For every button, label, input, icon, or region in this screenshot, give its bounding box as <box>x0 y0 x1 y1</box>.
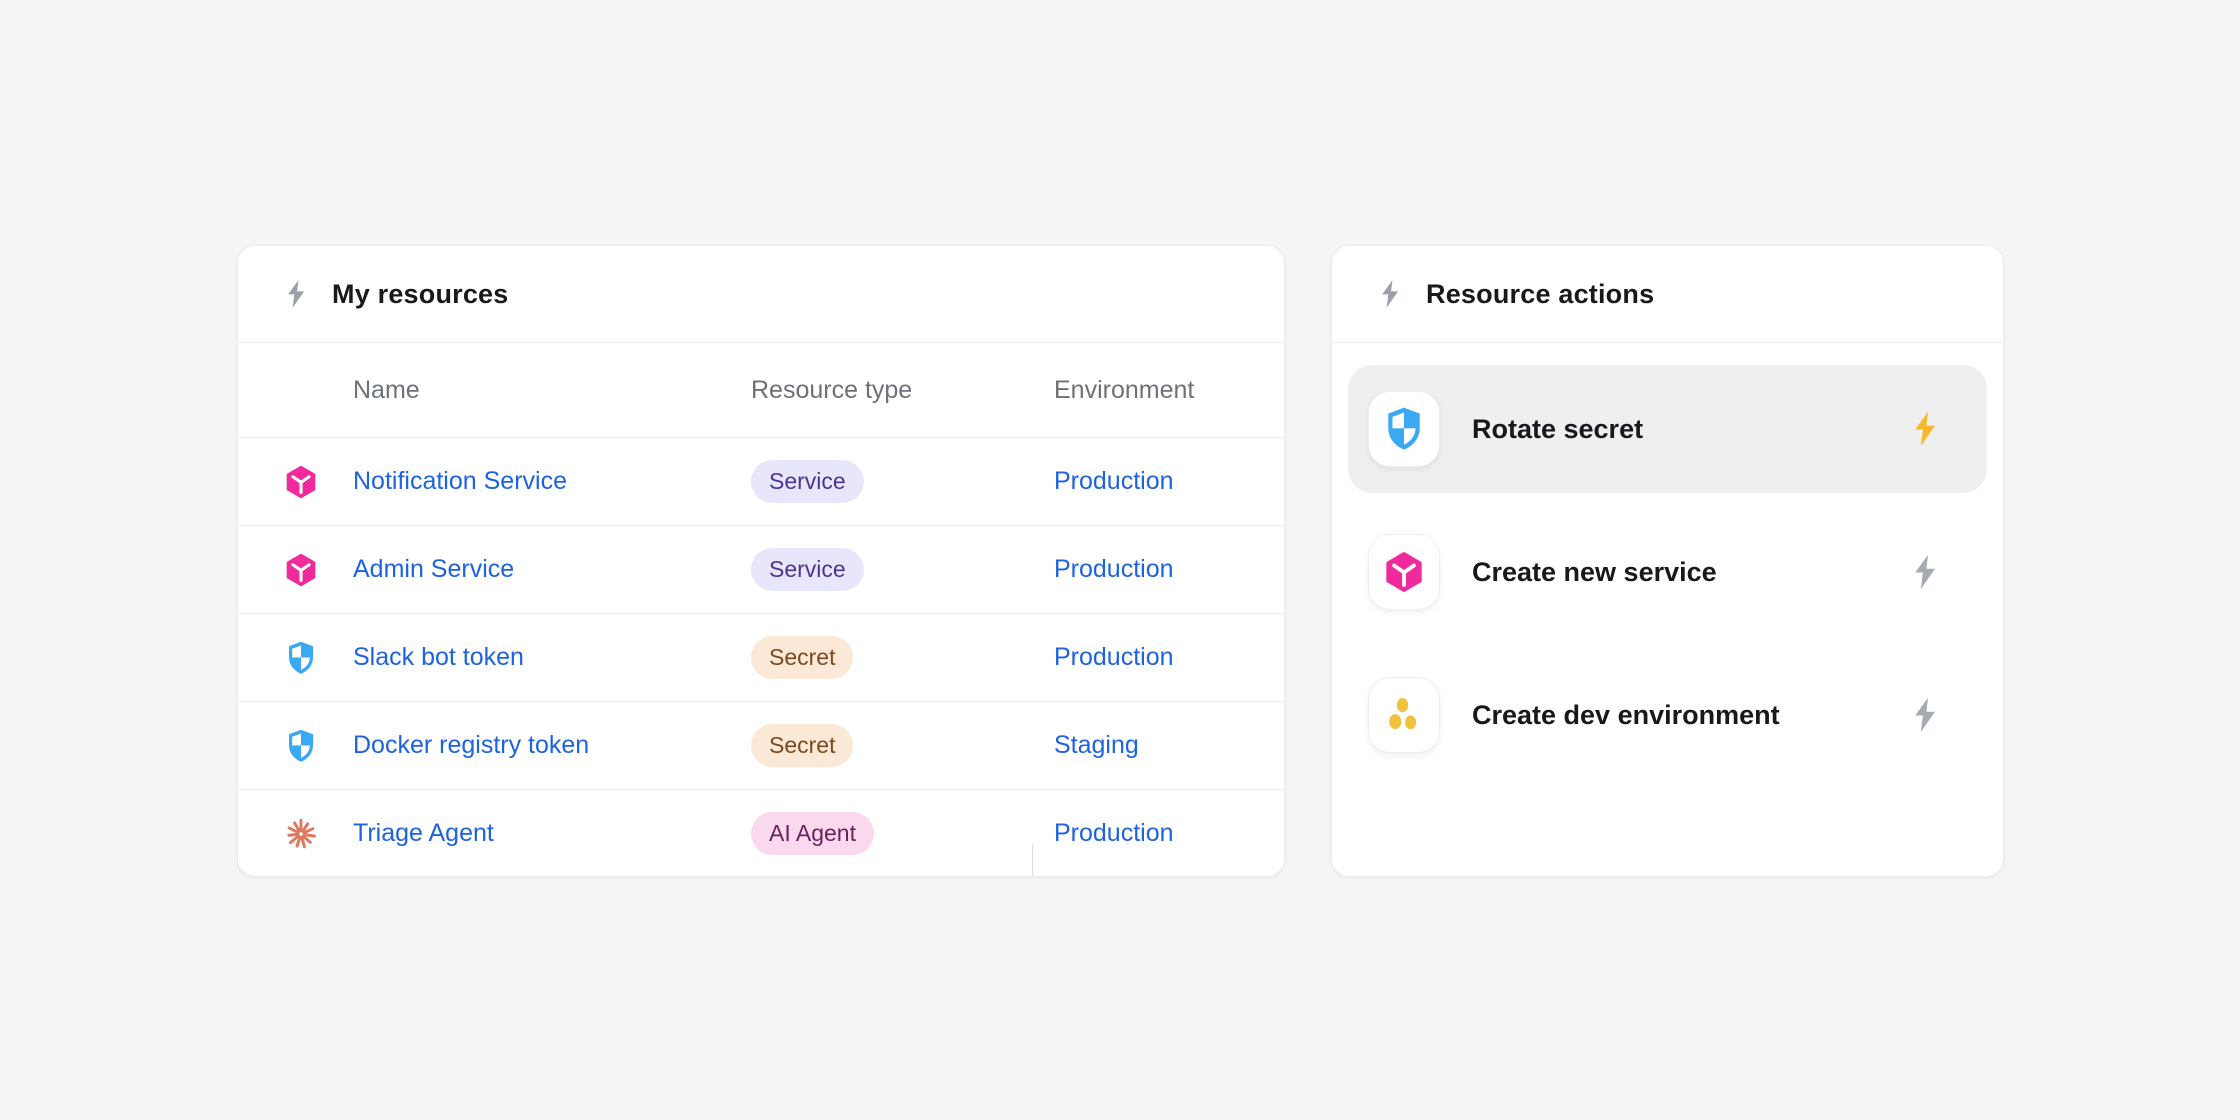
environment-link[interactable]: Production <box>1054 467 1174 495</box>
starburst-icon <box>284 814 318 854</box>
action-label: Create new service <box>1472 556 1717 587</box>
cube-icon <box>284 462 318 502</box>
bolt-icon <box>284 279 308 309</box>
column-header-resource-type: Resource type <box>751 375 913 404</box>
shield-icon <box>284 638 318 678</box>
environment-link[interactable]: Production <box>1054 555 1174 583</box>
resource-name-link[interactable]: Admin Service <box>353 555 515 583</box>
column-header-name: Name <box>353 375 420 404</box>
resource-type-badge: Service <box>751 548 864 591</box>
bolt-icon <box>1911 410 1939 448</box>
resource-type-badge: Service <box>751 460 864 503</box>
action-item-create-dev-environment[interactable]: Create dev environment <box>1348 651 1987 779</box>
resource-type-badge: Secret <box>751 636 854 679</box>
environment-link[interactable]: Production <box>1054 819 1174 847</box>
resource-type-badge: AI Agent <box>751 812 874 855</box>
actions-list: Rotate secret Create new service Create … <box>1332 343 2003 779</box>
resource-name-link[interactable]: Triage Agent <box>353 819 494 847</box>
shield-icon <box>284 726 318 766</box>
resource-name-link[interactable]: Slack bot token <box>353 643 524 671</box>
column-header-environment: Environment <box>1054 375 1195 404</box>
my-resources-card: My resources Name Resource type Environm… <box>237 245 1285 877</box>
table-row: Notification Service Service Production <box>238 438 1284 526</box>
action-item-create-new-service[interactable]: Create new service <box>1348 508 1987 636</box>
resource-type-badge: Secret <box>751 724 854 767</box>
action-label: Create dev environment <box>1472 699 1780 730</box>
resources-card-header: My resources <box>238 246 1284 343</box>
shield-icon <box>1368 391 1440 467</box>
bolt-icon <box>1378 279 1402 309</box>
bolt-icon <box>1911 553 1939 591</box>
bolt-icon <box>1911 696 1939 734</box>
table-row: Slack bot token Secret Production <box>238 614 1284 702</box>
resource-name-link[interactable]: Docker registry token <box>353 731 590 759</box>
table-row: Docker registry token Secret Staging <box>238 702 1284 790</box>
column-divider-artifact <box>1032 844 1033 876</box>
action-label: Rotate secret <box>1472 413 1644 444</box>
resource-name-link[interactable]: Notification Service <box>353 467 567 495</box>
resources-card-title: My resources <box>332 278 509 309</box>
table-row: Triage Agent AI Agent Production <box>238 790 1284 876</box>
table-header-row: Name Resource type Environment <box>238 343 1284 438</box>
environment-link[interactable]: Staging <box>1054 731 1139 759</box>
resource-actions-card: Resource actions Rotate secret Create ne… <box>1331 245 2004 877</box>
actions-card-title: Resource actions <box>1426 278 1655 309</box>
environment-link[interactable]: Production <box>1054 643 1174 671</box>
dots-icon <box>1368 677 1440 753</box>
cube-icon <box>284 550 318 590</box>
actions-card-header: Resource actions <box>1332 246 2003 343</box>
cube-icon <box>1368 534 1440 610</box>
action-item-rotate-secret[interactable]: Rotate secret <box>1348 365 1987 493</box>
table-row: Admin Service Service Production <box>238 526 1284 614</box>
